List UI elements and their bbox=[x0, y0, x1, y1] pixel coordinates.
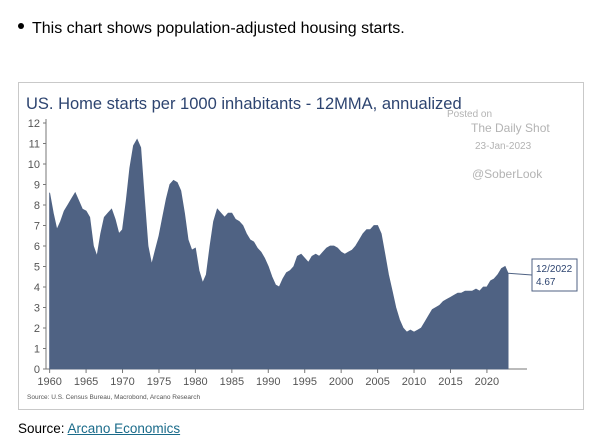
x-tick-label: 1965 bbox=[74, 376, 98, 388]
x-tick-label: 1970 bbox=[110, 376, 134, 388]
y-tick-label: 2 bbox=[34, 323, 40, 335]
y-tick-label: 0 bbox=[34, 364, 40, 376]
y-tick-label: 1 bbox=[34, 344, 40, 356]
x-tick-label: 2020 bbox=[475, 376, 499, 388]
y-tick-label: 8 bbox=[34, 200, 40, 212]
x-tick-label: 2015 bbox=[438, 376, 462, 388]
x-tick-label: 1960 bbox=[37, 376, 61, 388]
y-tick-label: 3 bbox=[34, 303, 40, 315]
y-tick-label: 9 bbox=[34, 180, 40, 192]
x-tick-label: 1980 bbox=[183, 376, 207, 388]
watermark-posted-on: Posted on bbox=[447, 109, 492, 120]
bullet-line: This chart shows population-adjusted hou… bbox=[18, 20, 405, 38]
source-link[interactable]: Arcano Economics bbox=[67, 421, 181, 436]
y-tick-label: 5 bbox=[34, 262, 40, 274]
source-line: Source: Arcano Economics bbox=[18, 421, 180, 436]
x-tick-label: 1985 bbox=[220, 376, 244, 388]
x-tick-label: 1975 bbox=[147, 376, 171, 388]
bullet-text: This chart shows population-adjusted hou… bbox=[32, 20, 405, 37]
chart-title: US. Home starts per 1000 inhabitants - 1… bbox=[26, 95, 462, 113]
y-tick-label: 11 bbox=[29, 139, 40, 151]
chart-frame: US. Home starts per 1000 inhabitants - 1… bbox=[18, 82, 584, 410]
source-label: Source: bbox=[18, 421, 65, 436]
x-axis: 1960 1965 1970 1975 1980 1985 1990 1995 2000 2005… bbox=[37, 368, 527, 388]
callout-value: 4.67 bbox=[536, 277, 556, 288]
callout-date: 12/2022 bbox=[536, 264, 573, 275]
y-tick-label: 7 bbox=[34, 221, 40, 233]
chart-svg: US. Home starts per 1000 inhabitants - 1… bbox=[26, 95, 578, 401]
chart-footnote: Source: U.S. Census Bureau, Macrobond, A… bbox=[27, 394, 200, 401]
x-tick-label: 2000 bbox=[329, 376, 353, 388]
x-tick-label: 1990 bbox=[256, 376, 280, 388]
callout-pointer bbox=[508, 272, 533, 276]
watermark: Posted on The Daily Shot 23-Jan-2023 @So… bbox=[447, 109, 550, 181]
value-callout: 12/2022 4.67 bbox=[508, 258, 578, 292]
y-tick-label: 10 bbox=[28, 159, 40, 171]
watermark-site: The Daily Shot bbox=[471, 121, 550, 135]
plot-area bbox=[49, 138, 509, 370]
x-tick-label: 1995 bbox=[292, 376, 316, 388]
callout-box bbox=[531, 258, 578, 292]
x-tick-label: 2010 bbox=[402, 376, 426, 388]
watermark-handle: @SoberLook bbox=[472, 167, 543, 181]
bullet-dot-icon bbox=[18, 22, 24, 29]
series-area bbox=[49, 138, 509, 370]
x-tick-label: 2005 bbox=[365, 376, 389, 388]
y-tick-label: 12 bbox=[28, 118, 40, 130]
watermark-date: 23-Jan-2023 bbox=[475, 141, 532, 152]
y-tick-label: 4 bbox=[34, 282, 40, 294]
y-tick-label: 6 bbox=[34, 241, 40, 253]
